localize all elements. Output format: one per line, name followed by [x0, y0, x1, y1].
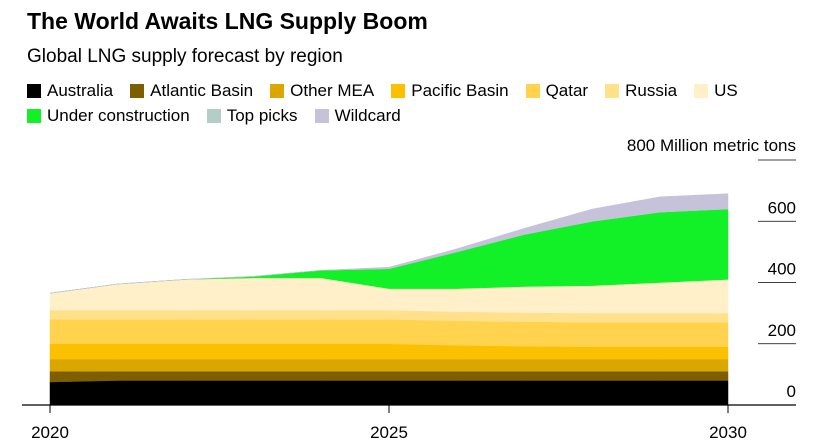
legend-swatch-pacific-basin	[391, 84, 406, 98]
legend-label-top-picks: Top picks	[226, 106, 298, 125]
legend-swatch-top-picks	[206, 109, 221, 123]
legend-item-us: US	[694, 80, 738, 102]
legend-item-atlantic-basin: Atlantic Basin	[130, 80, 253, 102]
legend-item-australia: Australia	[27, 80, 113, 102]
legend-swatch-qatar	[525, 84, 540, 98]
legend: Australia Atlantic Basin Other MEA Pacific …	[27, 80, 807, 127]
legend-label-russia: Russia	[625, 81, 678, 100]
legend-swatch-russia	[605, 84, 620, 98]
legend-label-atlantic-basin: Atlantic Basin	[150, 81, 254, 100]
legend-label-under-construction: Under construction	[47, 106, 190, 125]
legend-item-russia: Russia	[605, 80, 677, 102]
legend-label-us: US	[714, 81, 738, 100]
y-tick-label-400: 400	[768, 260, 796, 279]
y-tick-label-200: 200	[768, 321, 796, 340]
legend-item-under-construction: Under construction	[27, 105, 190, 127]
legend-item-wildcard: Wildcard	[314, 105, 401, 127]
legend-swatch-australia	[27, 84, 41, 98]
legend-swatch-other-mea	[270, 84, 285, 98]
area-atlantic-basin	[49, 371, 729, 383]
legend-swatch-atlantic-basin	[130, 84, 145, 98]
legend-swatch-wildcard	[314, 109, 329, 123]
y-tick-label-0: 0	[787, 382, 796, 401]
area-australia	[49, 380, 729, 406]
legend-label-qatar: Qatar	[545, 81, 589, 100]
legend-label-australia: Australia	[47, 81, 114, 100]
chart-title: The World Awaits LNG Supply Boom	[27, 8, 428, 34]
legend-item-pacific-basin: Pacific Basin	[391, 80, 509, 102]
area-wildcard	[49, 193, 729, 294]
legend-item-top-picks: Top picks	[206, 105, 298, 127]
y-unit-label: 800 Million metric tons	[627, 136, 796, 155]
area-under-construction	[49, 208, 729, 294]
legend-swatch-under-construction	[27, 109, 41, 123]
legend-swatch-us	[694, 84, 709, 98]
legend-label-other-mea: Other MEA	[290, 81, 375, 100]
legend-label-wildcard: Wildcard	[334, 106, 401, 125]
x-tick-label-2025: 2025	[370, 423, 408, 442]
y-tick-label-600: 600	[768, 198, 796, 217]
legend-label-pacific-basin: Pacific Basin	[411, 81, 509, 100]
legend-item-qatar: Qatar	[525, 80, 589, 102]
x-tick-label-2030: 2030	[709, 423, 747, 442]
area-other-mea	[49, 358, 729, 372]
legend-item-other-mea: Other MEA	[270, 80, 374, 102]
chart-subtitle: Global LNG supply forecast by region	[27, 46, 343, 67]
x-tick-label-2020: 2020	[31, 423, 69, 442]
area-qatar	[49, 319, 729, 348]
